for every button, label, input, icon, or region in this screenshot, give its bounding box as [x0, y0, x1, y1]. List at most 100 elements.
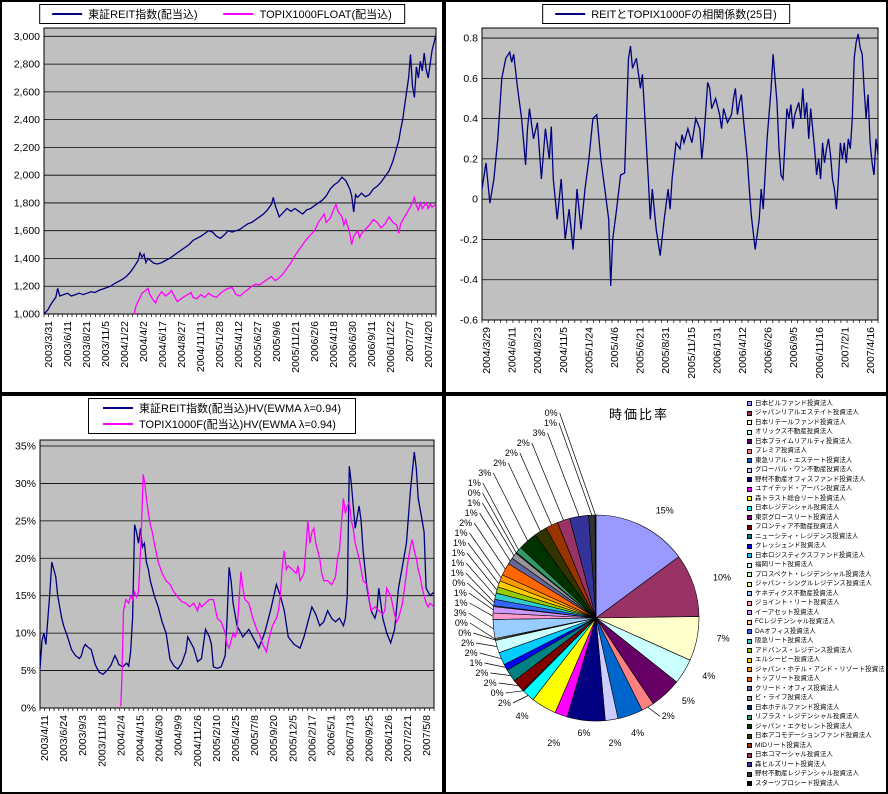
pie-slice-label: 10% [713, 573, 731, 583]
x-axis-tick-label: 2004/4/15 [135, 715, 147, 762]
legend-swatch-icon [747, 467, 752, 473]
pie-legend-item: ジョイント・リート投資法人 [747, 599, 885, 609]
pie-legend-label: プレミア投資法人 [755, 447, 807, 454]
x-axis-tick-label: 2005/1/24 [583, 327, 595, 374]
reit-index-legend-box: 東証REIT指数(配当込) TOPIX1000FLOAT(配当込) [39, 4, 405, 24]
pie-slice-label: 2% [608, 738, 621, 748]
pie-slice-label: 4% [631, 728, 644, 738]
legend-swatch-icon [747, 458, 752, 464]
x-axis-tick-label: 2003/6/11 [62, 321, 74, 367]
pie-legend-label: 日本プライムリアルティ投資法人 [755, 437, 852, 445]
pie-legend-label: 森トラスト総合リート投資法人 [755, 494, 846, 502]
pie-legend-item: 森ヒルズリート投資法人 [747, 760, 885, 770]
navy-line-sample-icon [52, 13, 83, 15]
series-line-1 [133, 195, 437, 315]
pie-slice-label: 1% [454, 528, 467, 538]
x-axis-tick-label: 2005/8/31 [660, 327, 672, 374]
x-axis-tick-label: 2004/11/5 [558, 327, 570, 373]
legend-swatch-icon [747, 619, 752, 625]
pie-legend-item: プロスペクト・レジデンシャル投資法人 [747, 570, 885, 580]
pie-slice-label: 0% [455, 618, 468, 628]
x-axis-tick-label: 2003/3/31 [43, 321, 55, 368]
x-axis-tick-label: 2004/3/29 [481, 327, 493, 374]
legend-swatch-icon [747, 410, 752, 416]
pie-legend-label: 日本レジデンシャル投資法人 [755, 504, 840, 511]
y-axis-tick-label: 2,800 [14, 59, 40, 71]
pie-legend-item: FCレジデンシャル投資法人 [747, 618, 885, 628]
pie-slice-label: 2% [475, 668, 488, 678]
pie-chart-title: 時価比率 [608, 407, 669, 422]
pie-legend-label: 野村不動産オフィスファンド投資法人 [755, 475, 866, 483]
legend-item-reit-hv: 東証REIT指数(配当込)HV(EWMA λ=0.94) [103, 400, 341, 416]
pie-legend-label: アドバンス・レジデンス投資法人 [755, 646, 853, 654]
pie-legend-item: 日本ホテルファンド投資法人 [747, 703, 885, 713]
reit-index-svg: 1,000 1,200 1,400 1,600 1,800 2,000 2,200 2,400… [14, 27, 437, 373]
pie-legend-item: グローバル・ワン不動産投資法人 [747, 466, 885, 476]
y-axis-tick-label: -0.6 [460, 315, 478, 327]
pie-legend-item: クレッシェンド投資法人 [747, 542, 885, 552]
pie-legend-item: フロンティア不動産投資法人 [747, 523, 885, 533]
pie-legend-label: ニューシティ・レジデンス投資法人 [755, 532, 859, 540]
legend-swatch-icon [747, 562, 752, 568]
y-axis-tick-label: 1,200 [14, 281, 40, 293]
legend-swatch-icon [747, 572, 752, 578]
pie-legend-label: クレッシェンド投資法人 [755, 542, 827, 549]
legend-swatch-icon [747, 401, 752, 407]
x-axis-tick-label: 2007/2/7 [404, 321, 416, 362]
legend-label-topix-hv: TOPIX1000F(配当込)HV(EWMA λ=0.94) [139, 419, 336, 431]
pie-legend-label: ジャパンリアルエステイト投資法人 [755, 409, 859, 416]
magenta-line-sample-icon [223, 13, 254, 15]
x-axis-tick-label: 2004/4/2 [138, 321, 150, 362]
y-axis-tick-label: 1,400 [14, 253, 40, 265]
x-axis-tick-label: 2004/2/4 [115, 715, 127, 756]
pie-legend-label: フロンティア不動産投資法人 [755, 523, 840, 530]
pie-slice-label: 1% [454, 588, 467, 598]
x-axis-tick-label: 2007/5/8 [421, 715, 433, 756]
pie-legend-label: 日本リテールファンド投資法人 [755, 418, 846, 426]
legend-swatch-icon [747, 714, 752, 720]
market-cap-ratio-svg: 15%10%7%4%5%2%4%2%6%2%4%2%0%2%2%1%2%2%0%… [451, 408, 731, 748]
legend-swatch-icon [747, 420, 752, 426]
y-axis-tick-label: 0 [472, 194, 478, 206]
legend-swatch-icon [747, 657, 752, 663]
y-axis-tick-label: 2,600 [14, 86, 40, 98]
pie-legend-label: プロスペクト・レジデンシャル投資法人 [755, 570, 872, 578]
legend-swatch-icon [747, 762, 752, 768]
x-axis-tick-label: 2007/2/1 [839, 327, 851, 368]
x-axis-tick-label: 2006/6/30 [347, 321, 359, 368]
legend-label-topix1000float: TOPIX1000FLOAT(配当込) [259, 9, 392, 21]
x-axis-tick-label: 2005/1/28 [214, 321, 226, 368]
pie-legend-label: ジャパン・シングルレジデンス投資法人 [755, 580, 872, 587]
legend-item-topix-hv: TOPIX1000F(配当込)HV(EWMA λ=0.94) [103, 416, 336, 432]
legend-swatch-icon [747, 553, 752, 559]
magenta-line-sample-icon [103, 423, 133, 425]
pie-slice-label: 0% [458, 628, 471, 638]
pie-legend-item: ジャパン・エクセレント投資法人 [747, 722, 885, 732]
pie-legend-label: エルシーピー投資法人 [755, 656, 820, 663]
y-axis-tick-label: 35% [15, 440, 36, 452]
x-axis-tick-label: 2005/4/6 [609, 327, 621, 368]
legend-label-correlation: REITとTOPIX1000Fの相関係数(25日) [591, 9, 777, 21]
correlation-chart: 0.8 0.6 0.4 0.2 0 -0.2 -0.4 -0.6 2004/3/29 2004/6… [446, 2, 886, 392]
legend-swatch-icon [747, 543, 752, 549]
pie-slice-label: 2% [547, 738, 560, 748]
reit-index-chart-panel: 東証REIT指数(配当込) TOPIX1000FLOAT(配当込) 1,000 1… [0, 0, 444, 394]
pie-legend-label: ジャパン・ホテル・アンド・リゾート投資法人 [755, 665, 885, 673]
legend-swatch-icon [747, 667, 752, 673]
correlation-legend-box: REITとTOPIX1000Fの相関係数(25日) [542, 4, 790, 24]
correlation-chart-panel: REITとTOPIX1000Fの相関係数(25日) 0.8 0.6 0.4 0.2 0 -… [444, 0, 888, 394]
pie-legend-item: 東急リアル・エステート投資法人 [747, 456, 885, 466]
x-axis-tick-label: 2006/4/12 [737, 327, 749, 374]
x-axis-tick-label: 2003/11/18 [96, 715, 108, 767]
market-cap-pie-panel: 時価比率 15% 10% 7% 4% 5% 2% 4% 2% 6% 2% 4% 2% 0% 2% 2% 1% 2… [444, 394, 888, 794]
pie-legend: 日本ビルファンド投資法人 ジャパンリアルエステイト投資法人 日本リテールファンド投資… [747, 399, 885, 789]
series-line-0 [481, 33, 879, 286]
y-axis-tick-label: 2,000 [14, 170, 40, 182]
pie-slice-label: 0% [545, 408, 558, 418]
pie-legend-item: DAオフィス投資法人 [747, 627, 885, 637]
x-axis-tick-label: 2004/6/30 [154, 715, 166, 762]
pie-legend-label: スターツプロシード投資法人 [755, 779, 840, 787]
legend-label-reit-hv: 東証REIT指数(配当込)HV(EWMA λ=0.94) [139, 403, 341, 415]
pie-legend-item: クリード・オフィス投資法人 [747, 684, 885, 694]
x-axis-tick-label: 2006/11/16 [814, 327, 826, 379]
